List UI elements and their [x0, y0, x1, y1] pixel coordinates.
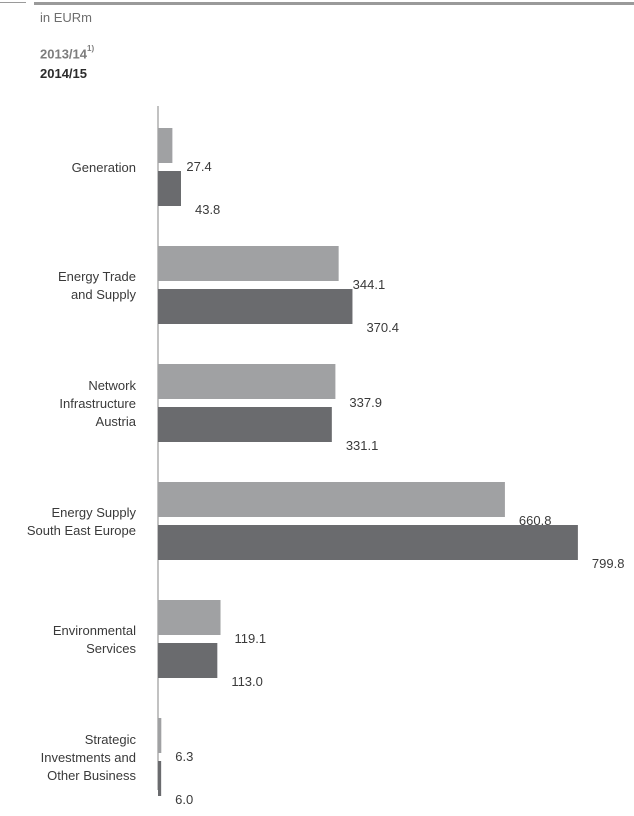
- value-label: 799.8: [592, 556, 625, 571]
- unit-label: in EURm: [40, 10, 93, 25]
- legend-prev-year-label: 2013/14: [40, 46, 87, 62]
- category-label: South East Europe: [27, 523, 136, 538]
- category-label: Services: [86, 641, 136, 656]
- category-label: Infrastructure: [59, 396, 136, 411]
- bar-2013-14-1: [158, 128, 173, 163]
- header-rule: [34, 2, 634, 5]
- category-label: Energy Supply: [51, 505, 136, 520]
- category-label: Other Business: [47, 768, 136, 783]
- value-label: 113.0: [231, 674, 263, 689]
- value-label: 370.4: [366, 320, 399, 335]
- bar-2014-15-4: [158, 525, 578, 560]
- bar-2013-14-3: [158, 364, 336, 399]
- category-label: Investments and: [41, 750, 136, 765]
- bar-2014-15-1: [158, 171, 181, 206]
- legend-prev-year: 2013/141): [40, 44, 95, 62]
- category-label: and Supply: [71, 287, 137, 302]
- value-label: 344.1: [353, 277, 386, 292]
- bar-2013-14-2: [158, 246, 339, 281]
- bar-2014-15-3: [158, 407, 332, 442]
- category-label: Environmental: [53, 623, 136, 638]
- bar-2013-14-6: [158, 718, 162, 753]
- header-rule-short: [0, 2, 26, 3]
- bar-2013-14-4: [158, 482, 505, 517]
- bar-2014-15-2: [158, 289, 353, 324]
- category-label: Energy Trade: [58, 269, 136, 284]
- value-label: 27.4: [186, 159, 211, 174]
- bar-2014-15-6: [158, 761, 162, 796]
- value-label: 660.8: [519, 513, 552, 528]
- category-label: Network: [88, 378, 136, 393]
- bar-2013-14-5: [158, 600, 221, 635]
- value-label: 6.0: [175, 792, 193, 807]
- value-label: 337.9: [349, 395, 382, 410]
- category-label: Generation: [72, 160, 136, 175]
- value-label: 331.1: [346, 438, 379, 453]
- legend-curr-year: 2014/15: [40, 66, 87, 81]
- category-label: Strategic: [85, 732, 137, 747]
- legend-footnote-marker: 1): [87, 44, 95, 53]
- bar-2014-15-5: [158, 643, 218, 678]
- value-label: 6.3: [175, 749, 193, 764]
- value-label: 119.1: [235, 631, 267, 646]
- category-label: Austria: [96, 414, 137, 429]
- value-label: 43.8: [195, 202, 220, 217]
